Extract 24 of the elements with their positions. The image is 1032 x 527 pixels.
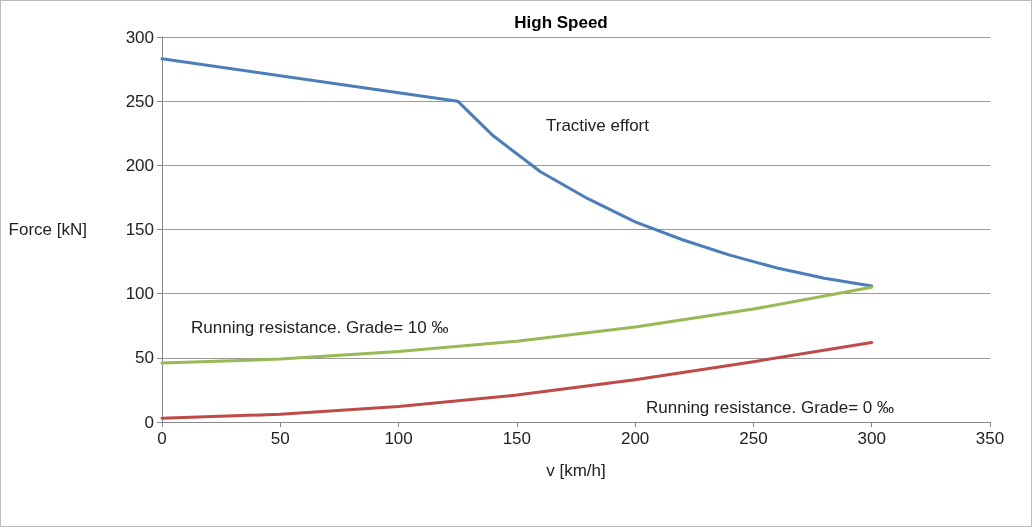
y-tick-label: 300 — [125, 27, 154, 47]
y-tick-label: 150 — [125, 220, 154, 239]
y-tick-label: 100 — [125, 284, 154, 304]
x-tick-label: 150 — [502, 429, 532, 448]
y-tick-label: 250 — [125, 91, 154, 111]
line-series — [160, 57, 874, 288]
annotation: Tractive effort — [546, 116, 650, 135]
x-axis-title: v [km/h] — [546, 461, 606, 480]
chart-title: High Speed — [514, 13, 608, 32]
x-tick-label: 50 — [270, 429, 290, 448]
y-tick-label: 0 — [144, 412, 154, 432]
y-tick-label: 50 — [135, 348, 154, 368]
x-tick-label: 250 — [739, 429, 768, 448]
line-series — [160, 285, 874, 365]
x-tick-label: 0 — [157, 429, 167, 448]
x-tick-label: 300 — [857, 429, 886, 448]
x-tick-label: 200 — [620, 429, 650, 448]
x-tick-label: 350 — [975, 429, 1005, 448]
annotation: Running resistance. Grade= 10 ‰ — [191, 318, 449, 337]
y-tick-label: 200 — [125, 155, 154, 175]
y-axis-title: Force [kN] — [8, 220, 87, 239]
x-tick-label: 100 — [384, 429, 413, 448]
line-series — [160, 340, 874, 420]
annotation: Running resistance. Grade= 0 ‰ — [646, 398, 895, 417]
